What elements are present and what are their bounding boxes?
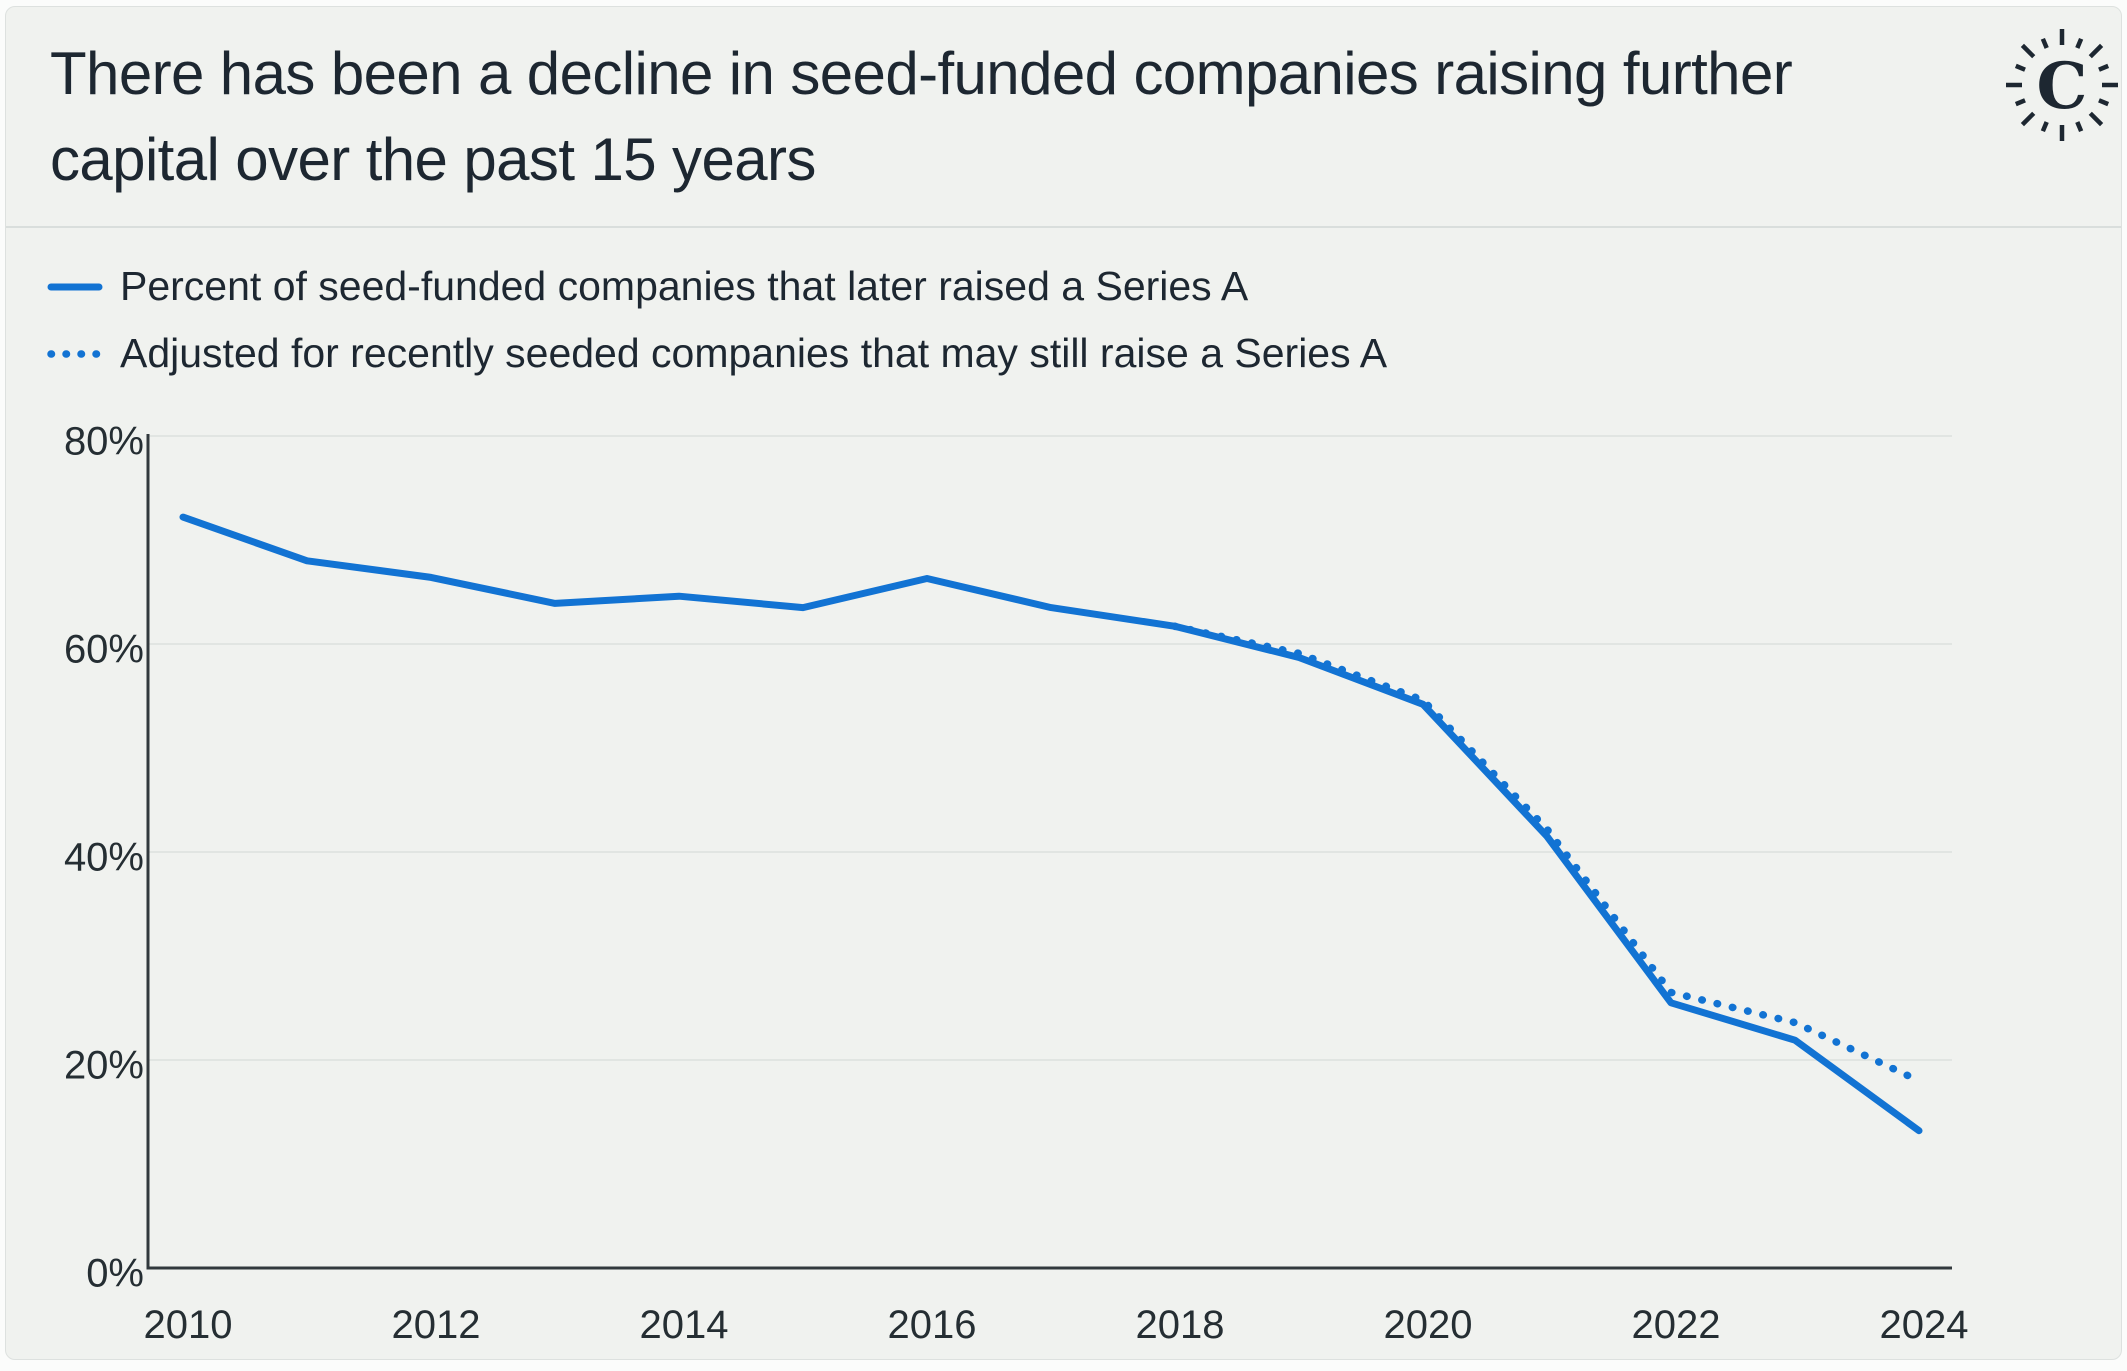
logo-ray bbox=[2098, 98, 2110, 107]
legend-label-solid: Percent of seed-funded companies that la… bbox=[120, 263, 1249, 309]
y-tick-label: 80% bbox=[63, 419, 144, 464]
page-title: There has been a decline in seed-funded … bbox=[50, 40, 1793, 193]
x-tick-label: 2014 bbox=[639, 1303, 729, 1347]
gridlines bbox=[148, 435, 1952, 1061]
logo-ray bbox=[2020, 43, 2036, 59]
logo-ray bbox=[2014, 63, 2026, 72]
line-chart-plot bbox=[146, 434, 1952, 1270]
solid-line-swatch-icon bbox=[47, 283, 103, 290]
logo-sunburst-rays bbox=[2006, 29, 2118, 141]
dotted-line-swatch-icon bbox=[47, 349, 104, 358]
x-tick-label: 2018 bbox=[1135, 1303, 1225, 1347]
x-axis-tick-labels: 2010 2012 2014 2016 2018 2020 2022 2024 bbox=[6, 7, 2121, 1359]
y-tick-label: 60% bbox=[63, 627, 144, 672]
x-tick-label: 2016 bbox=[887, 1303, 977, 1347]
logo-ray bbox=[2098, 63, 2110, 72]
chart-card: There has been a decline in seed-funded … bbox=[5, 6, 2122, 1360]
legend-item-solid: Percent of seed-funded companies that la… bbox=[46, 253, 1387, 320]
series-line-solid bbox=[179, 513, 1923, 1135]
legend-label-dotted: Adjusted for recently seeded companies t… bbox=[120, 330, 1388, 376]
x-tick-label: 2012 bbox=[391, 1303, 481, 1347]
logo-ray bbox=[2075, 37, 2084, 49]
series-line-dotted bbox=[1171, 622, 1923, 1085]
logo-ray bbox=[2075, 121, 2084, 133]
x-tick-label: 2024 bbox=[1879, 1303, 1969, 1347]
logo-ray bbox=[2020, 111, 2036, 127]
carta-logo: C bbox=[2006, 29, 2118, 141]
logo-ray bbox=[2014, 98, 2026, 107]
y-axis-tick-labels: 0% 20% 40% 60% 80% bbox=[6, 7, 144, 1359]
logo-ray bbox=[2040, 121, 2049, 133]
logo-ray bbox=[2088, 111, 2104, 127]
chart-legend: Percent of seed-funded companies that la… bbox=[46, 253, 1387, 387]
logo-letter-c: C bbox=[2037, 49, 2088, 124]
logo-ray bbox=[2088, 43, 2104, 59]
x-tick-label: 2020 bbox=[1383, 1303, 1473, 1347]
header-divider bbox=[6, 226, 2121, 228]
legend-item-dotted: Adjusted for recently seeded companies t… bbox=[46, 320, 1387, 387]
x-tick-label: 2022 bbox=[1631, 1303, 1721, 1347]
x-tick-label: 2010 bbox=[143, 1303, 233, 1347]
y-tick-label: 0% bbox=[86, 1251, 144, 1296]
y-tick-label: 40% bbox=[63, 835, 144, 880]
logo-ray bbox=[2040, 37, 2049, 49]
y-tick-label: 20% bbox=[63, 1043, 144, 1088]
